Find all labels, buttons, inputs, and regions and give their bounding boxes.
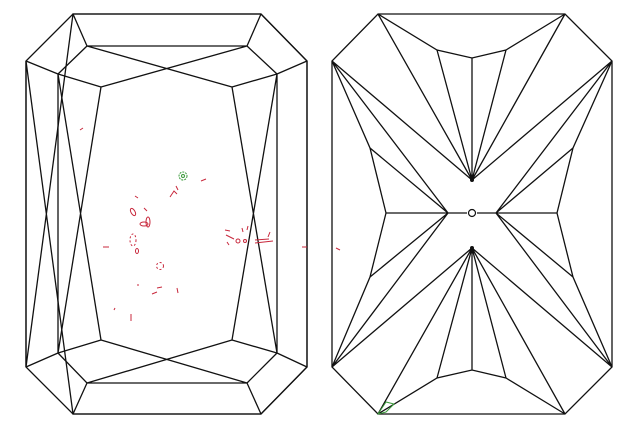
inclusion-mark bbox=[129, 207, 137, 217]
keel-point bbox=[470, 246, 474, 250]
crown-view bbox=[25, 13, 341, 415]
inclusion-mark bbox=[156, 262, 164, 270]
inclusion-mark bbox=[135, 248, 139, 254]
marker-shape bbox=[376, 401, 395, 415]
inclusion-mark bbox=[79, 127, 341, 321]
crown-facets bbox=[25, 13, 308, 415]
marker-circle bbox=[181, 174, 185, 178]
inclusion-mark bbox=[139, 221, 149, 227]
crown-girdle-outline bbox=[25, 13, 308, 415]
keel-point bbox=[470, 178, 474, 182]
inclusion-mark bbox=[129, 233, 137, 247]
pavilion-facets bbox=[331, 13, 613, 415]
inclusion-mark bbox=[235, 238, 241, 244]
inclusions bbox=[79, 127, 341, 321]
culet-circle bbox=[467, 208, 477, 218]
inclusion-mark bbox=[145, 216, 151, 228]
crown-outline bbox=[25, 13, 308, 415]
pavilion-view bbox=[331, 13, 613, 415]
marker-circle bbox=[178, 171, 188, 181]
inclusion-mark bbox=[243, 239, 247, 243]
